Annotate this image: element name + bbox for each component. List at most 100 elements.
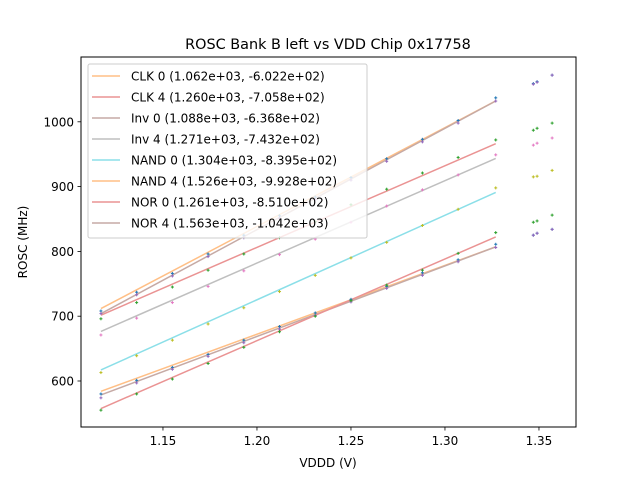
points-yellow-point [420, 223, 424, 227]
points-pink-point [206, 284, 210, 288]
legend-label: Inv 4 (1.271e+03, -7.432e+02) [131, 133, 320, 147]
x-axis-title: VDDD (V) [299, 456, 356, 470]
points-purple-upper-point [494, 99, 498, 103]
points-yellow-point [99, 371, 103, 375]
legend-box [87, 63, 368, 239]
y-axis-title: ROSC (MHz) [16, 206, 30, 279]
y-tick-label: 800 [51, 245, 74, 259]
points-pink-point [135, 316, 139, 320]
fit-line-nand-0 [100, 191, 497, 371]
points-blue-lower-point [420, 271, 424, 275]
legend-label: Inv 0 (1.088e+03, -6.368e+02) [131, 112, 320, 126]
y-tick-label: 700 [51, 310, 74, 324]
y-tick-label: 900 [51, 180, 74, 194]
points-yellow-point [206, 322, 210, 326]
points-blue-lower-point [242, 338, 246, 342]
x-tick-label: 1.15 [150, 434, 177, 448]
legend-label: NOR 0 (1.261e+03, -8.510e+02) [131, 196, 328, 210]
points-green-upper-point [99, 317, 103, 321]
points-yellow-point [349, 256, 353, 260]
points-pink-point [242, 269, 246, 273]
legend-entry: NAND 4 (1.526e+03, -9.928e+02) [92, 175, 337, 189]
points-yellow-point [535, 174, 539, 178]
legend-entry: Inv 4 (1.271e+03, -7.432e+02) [92, 133, 320, 147]
x-tick-label: 1.35 [526, 434, 553, 448]
legend-entry: NOR 0 (1.261e+03, -8.510e+02) [92, 196, 328, 210]
x-tick-label: 1.30 [432, 434, 459, 448]
points-green-upper-point [170, 285, 174, 289]
points-purple-lower-point [99, 396, 103, 400]
points-green-lower-point [535, 219, 539, 223]
points-green-upper-point [535, 126, 539, 130]
points-purple-lower-point [535, 231, 539, 235]
points-blue-lower-point [278, 325, 282, 329]
legend-label: CLK 4 (1.260e+03, -7.058e+02) [131, 91, 325, 105]
points-yellow-point [170, 338, 174, 342]
points-green-upper-point [135, 301, 139, 305]
points-purple-upper-point [535, 80, 539, 84]
points-purple-upper-point [550, 73, 554, 77]
points-yellow-point [313, 273, 317, 277]
points-purple-upper-point [135, 293, 139, 297]
points-pink-point [535, 141, 539, 145]
points-green-upper-point [531, 128, 535, 132]
points-yellow-point [550, 168, 554, 172]
points-blue-upper-point [494, 96, 498, 100]
points-pink-point [531, 143, 535, 147]
x-axis: 1.15 1.20 1.25 1.30 1.35 [150, 427, 553, 448]
points-green-lower-point [135, 392, 139, 396]
points-pink-point [550, 136, 554, 140]
points-pink-point [456, 173, 460, 177]
points-green-lower-point [278, 330, 282, 334]
points-purple-lower-point [135, 381, 139, 385]
points-blue-upper-point [456, 119, 460, 123]
points-pink-point [385, 204, 389, 208]
points-purple-lower-point [420, 273, 424, 277]
points-blue-upper-point [385, 157, 389, 161]
points-green-lower-point [313, 314, 317, 318]
points-green-lower-point [99, 408, 103, 412]
x-tick-label: 1.20 [244, 434, 271, 448]
points-pink-point [170, 301, 174, 305]
plot-frame [80, 56, 577, 428]
legend-label: NAND 4 (1.526e+03, -9.928e+02) [131, 175, 337, 189]
points-yellow-point [456, 207, 460, 211]
points-blue-lower-point [494, 242, 498, 246]
points-green-lower-point [242, 345, 246, 349]
points-purple-upper-point [99, 312, 103, 316]
points-purple-lower-point [278, 327, 282, 331]
points-yellow-point [494, 186, 498, 190]
points-yellow-point [385, 240, 389, 244]
points-green-lower-point [531, 220, 535, 224]
legend: CLK 0 (1.062e+03, -6.022e+02) CLK 4 (1.26… [87, 63, 368, 239]
points-pink-point [420, 188, 424, 192]
points-green-upper-point [550, 121, 554, 125]
points-green-upper-point [385, 187, 389, 191]
points-purple-lower-point [531, 233, 535, 237]
x-tick-label: 1.25 [338, 434, 365, 448]
points-green-lower-point [385, 283, 389, 287]
legend-label: NOR 4 (1.563e+03, -1.042e+03) [131, 217, 328, 231]
points-yellow-point [531, 175, 535, 179]
points-green-upper-point [494, 138, 498, 142]
legend-label: NAND 0 (1.304e+03, -8.395e+02) [131, 154, 337, 168]
legend-entry: NOR 4 (1.563e+03, -1.042e+03) [92, 217, 328, 231]
points-green-lower-point [420, 268, 424, 272]
legend-label: CLK 0 (1.062e+03, -6.022e+02) [131, 70, 325, 84]
points-blue-lower-point [313, 311, 317, 315]
points-purple-upper-point [456, 121, 460, 125]
y-tick-label: 600 [51, 374, 74, 388]
points-green-lower-point [349, 299, 353, 303]
points-green-upper-point [420, 171, 424, 175]
points-green-upper-point [206, 268, 210, 272]
points-purple-upper-point [206, 255, 210, 259]
points-green-upper-point [456, 155, 460, 159]
points-purple-lower-point [242, 341, 246, 345]
legend-entry: CLK 4 (1.260e+03, -7.058e+02) [92, 91, 325, 105]
points-blue-upper-point [135, 290, 139, 294]
points-blue-lower-point [135, 378, 139, 382]
points-yellow-point [135, 354, 139, 358]
points-green-lower-point [170, 377, 174, 381]
points-blue-upper-point [420, 137, 424, 141]
